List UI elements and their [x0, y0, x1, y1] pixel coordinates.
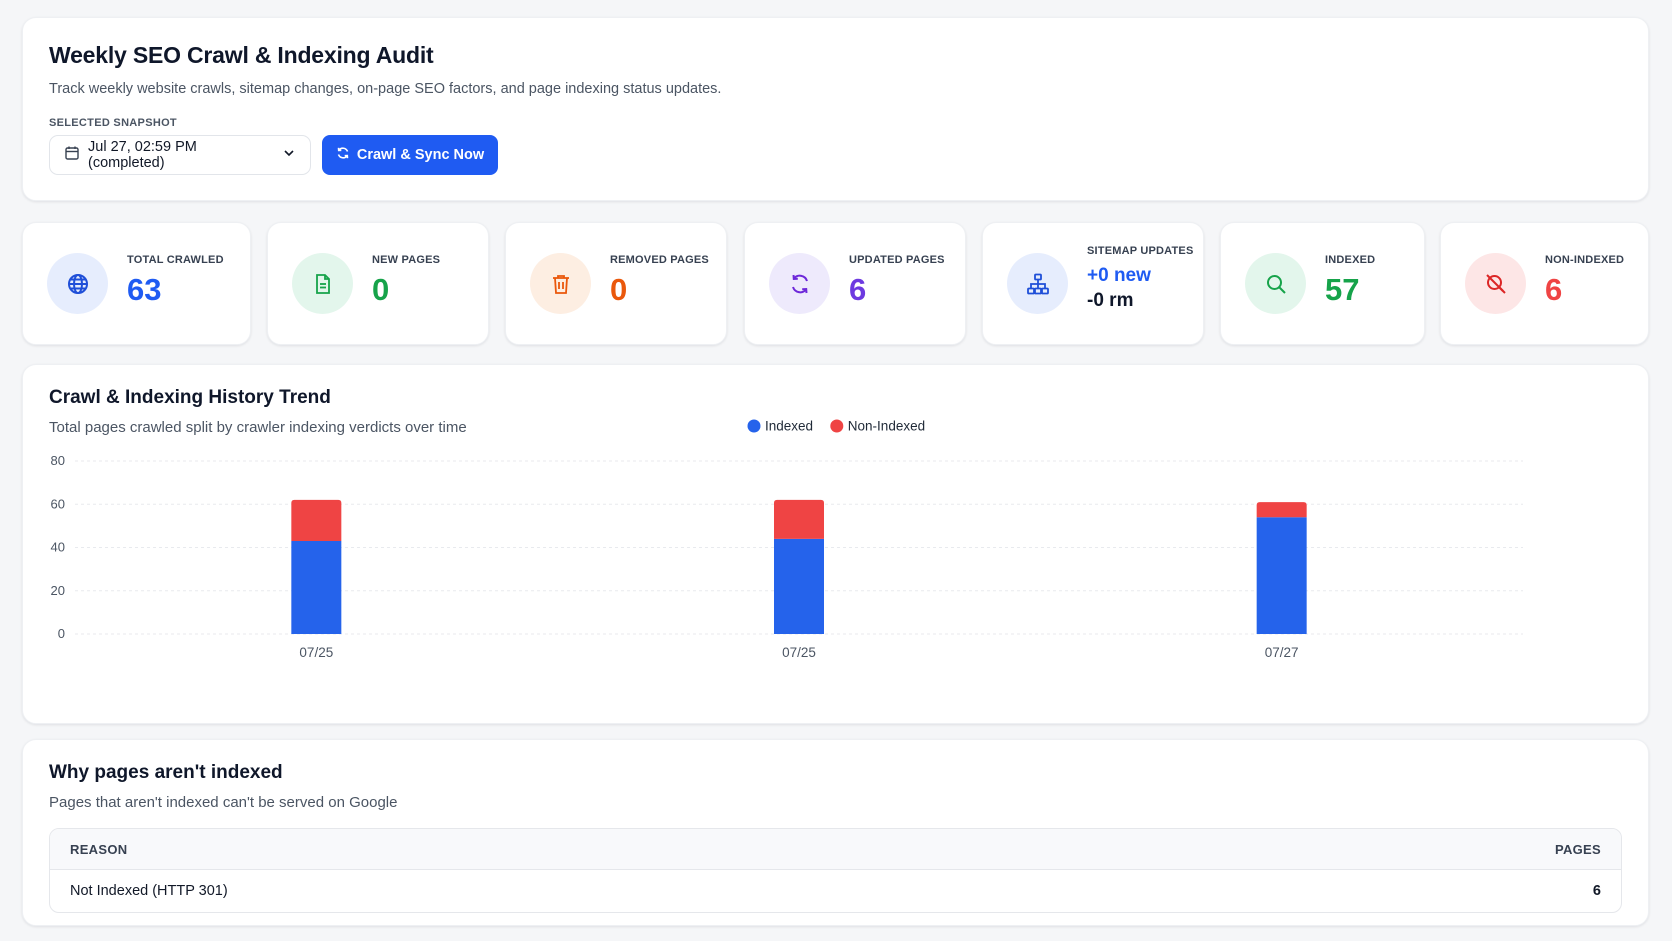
- stat-new-pages: NEW PAGES 0: [267, 222, 489, 345]
- globe-icon: [47, 253, 108, 314]
- refresh-icon: [769, 253, 830, 314]
- header-controls: Jul 27, 02:59 PM (completed) Crawl & Syn…: [49, 135, 1622, 175]
- page-subtitle: Track weekly website crawls, sitemap cha…: [49, 81, 722, 97]
- chevron-down-icon: [282, 146, 296, 164]
- table-row: Not Indexed (HTTP 301) 6: [50, 870, 1621, 912]
- y-tick-label: 0: [58, 626, 65, 641]
- reasons-title: Why pages aren't indexed: [49, 762, 283, 783]
- refresh-icon: [336, 146, 350, 164]
- y-tick-label: 60: [51, 496, 65, 511]
- column-header-reason: REASON: [70, 841, 128, 857]
- document-icon: [292, 253, 353, 314]
- stat-value: 63: [127, 272, 162, 307]
- sitemap-icon: [1007, 253, 1068, 314]
- stat-sitemap-updates: SITEMAP UPDATES +0 new -0 rm: [982, 222, 1204, 345]
- stat-indexed: INDEXED 57: [1220, 222, 1425, 345]
- reasons-subtitle: Pages that aren't indexed can't be serve…: [49, 794, 398, 811]
- chart-subtitle: Total pages crawled split by crawler ind…: [49, 419, 467, 436]
- bar-indexed: [291, 541, 342, 634]
- bar-non-indexed: [1256, 502, 1307, 518]
- search-off-icon: [1465, 253, 1526, 314]
- stat-value: 0: [610, 272, 628, 307]
- stat-label: REMOVED PAGES: [610, 254, 709, 266]
- x-tick-label: 07/27: [1265, 645, 1299, 660]
- stat-label: TOTAL CRAWLED: [127, 254, 224, 266]
- stat-total-crawled: TOTAL CRAWLED 63: [22, 222, 251, 345]
- legend-swatch: [830, 419, 844, 433]
- stat-label: UPDATED PAGES: [849, 254, 945, 266]
- column-header-pages: PAGES: [1554, 841, 1601, 857]
- bar-indexed: [1256, 517, 1307, 634]
- bar-non-indexed: [774, 499, 824, 539]
- search-icon: [1245, 253, 1306, 314]
- reasons-table: REASON PAGES Not Indexed (HTTP 301) 6: [49, 828, 1622, 913]
- stat-value: 6: [1545, 272, 1563, 307]
- chart-title: Crawl & Indexing History Trend: [49, 387, 331, 408]
- bar-non-indexed: [291, 499, 342, 542]
- snapshot-select[interactable]: Jul 27, 02:59 PM (completed): [49, 135, 311, 175]
- crawl-sync-button[interactable]: Crawl & Sync Now: [322, 135, 498, 175]
- x-tick-label: 07/25: [299, 645, 333, 660]
- header-card: Weekly SEO Crawl & Indexing Audit Track …: [22, 17, 1649, 201]
- legend-label: Indexed: [765, 419, 813, 434]
- x-tick-label: 07/25: [782, 645, 816, 660]
- y-tick-label: 80: [51, 453, 65, 468]
- history-chart: 0 20 40 60 80 Indexed Non-Indexed 07/25 07/25 07/…: [51, 419, 1523, 660]
- stat-value: 6: [849, 272, 867, 307]
- bar-indexed: [774, 538, 824, 634]
- stat-value-new: +0 new: [1087, 265, 1151, 287]
- stat-updated-pages: UPDATED PAGES 6: [744, 222, 966, 345]
- legend-swatch: [747, 419, 761, 433]
- stat-removed-pages: REMOVED PAGES 0: [505, 222, 727, 345]
- calendar-icon: [64, 145, 80, 165]
- y-tick-label: 20: [51, 583, 65, 598]
- reason-cell: Not Indexed (HTTP 301): [70, 883, 228, 899]
- stat-label: NON-INDEXED: [1545, 254, 1625, 266]
- snapshot-select-value: Jul 27, 02:59 PM (completed): [88, 139, 197, 171]
- chart-card: Crawl & Indexing History Trend Total pag…: [22, 364, 1649, 724]
- stat-value: 0: [372, 272, 390, 307]
- reasons-card: Why pages aren't indexed Pages that aren…: [22, 739, 1649, 926]
- pages-cell: 6: [1592, 883, 1601, 899]
- stat-non-indexed: NON-INDEXED 6: [1440, 222, 1649, 345]
- stat-label: SITEMAP UPDATES: [1087, 245, 1194, 258]
- y-tick-label: 40: [51, 540, 65, 555]
- legend-label: Non-Indexed: [848, 419, 925, 434]
- table-header: REASON PAGES: [50, 829, 1621, 870]
- stat-value: 57: [1325, 272, 1360, 307]
- trash-icon: [530, 253, 591, 314]
- stat-value-removed: -0 rm: [1087, 290, 1134, 311]
- crawl-sync-button-label: Crawl & Sync Now: [356, 147, 485, 163]
- stat-label: INDEXED: [1325, 254, 1376, 266]
- snapshot-label: SELECTED SNAPSHOT: [49, 117, 177, 129]
- stat-label: NEW PAGES: [372, 254, 441, 266]
- page-title: Weekly SEO Crawl & Indexing Audit: [49, 42, 434, 68]
